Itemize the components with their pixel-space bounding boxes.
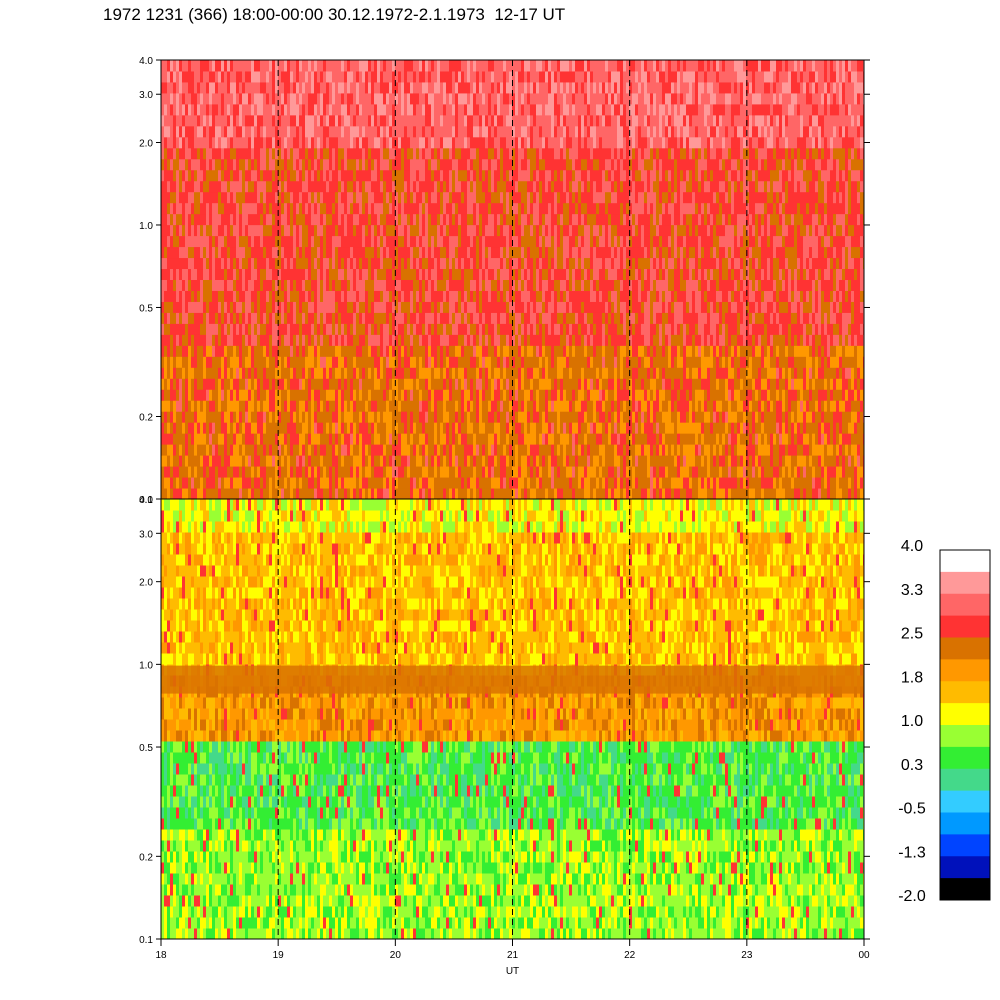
- x-tick-label: 23: [741, 950, 753, 961]
- chart-title: 1972 1231 (366) 18:00-00:00 30.12.1972-2…: [103, 5, 566, 24]
- x-tick-label: 19: [273, 950, 285, 961]
- colorbar-label: 1.8: [901, 669, 923, 686]
- colorbar-label: 1.0: [901, 713, 923, 730]
- lower-spectrogram-panel: 4.0 3.0 2.0 1.0 0.5 0.2 0.1: [139, 495, 870, 946]
- colorbar-swatch: [940, 637, 990, 660]
- y-tick-label: 2.0: [139, 578, 153, 589]
- x-tick-label: 22: [624, 950, 636, 961]
- y-tick-label: 4.0: [139, 56, 153, 67]
- colorbar-swatch: [940, 856, 990, 879]
- y-tick-label: 0.5: [139, 743, 153, 754]
- x-tick-label: 18: [155, 950, 167, 961]
- y-tick-label: 1.0: [139, 660, 153, 671]
- y-tick-label: 0.2: [139, 413, 153, 424]
- y-tick-label: 3.0: [139, 529, 153, 540]
- x-tick-label: 00: [858, 950, 870, 961]
- colorbar-swatch: [940, 746, 990, 770]
- colorbar-label: -2.0: [898, 888, 926, 905]
- colorbar-swatch: [940, 834, 990, 857]
- x-tick-label: 20: [390, 950, 402, 961]
- axes-layer: 18 19 20 21 22 23 00 UT: [155, 939, 870, 977]
- colorbar-swatch: [940, 768, 990, 792]
- colorbar-label: 0.3: [901, 757, 923, 774]
- y-tick-label: 0.1: [139, 495, 153, 506]
- colorbar-swatch: [940, 615, 990, 638]
- x-axis-label: UT: [506, 966, 519, 977]
- colorbar-swatch: [940, 571, 990, 595]
- upper-spectrogram-panel: 4.0 3.0 2.0 1.0 0.5 0.2 0.1: [139, 56, 870, 506]
- y-tick-label: 4.0: [139, 495, 153, 506]
- spectrogram-image: [161, 60, 864, 499]
- colorbar-swatch: [940, 659, 990, 682]
- y-tick-label: 3.0: [139, 90, 153, 101]
- colorbar-swatch: [940, 593, 990, 617]
- colorbar-label: 2.5: [901, 626, 923, 643]
- colorbar-swatch: [940, 725, 990, 748]
- colorbar-label: -0.5: [898, 801, 926, 818]
- y-tick-label: 0.1: [139, 935, 153, 946]
- y-tick-label: 0.5: [139, 303, 153, 314]
- colorbar-label: 4.0: [901, 538, 923, 555]
- y-tick-label: 1.0: [139, 221, 153, 232]
- spectrogram-image: [161, 499, 864, 939]
- colorbar-legend: 4.0 3.3 2.5 1.8 1.0 0.3 -0.5 -1.3 -2.0: [898, 538, 991, 905]
- colorbar-label: -1.3: [898, 844, 926, 861]
- colorbar-swatch: [940, 812, 990, 835]
- colorbar-swatch: [940, 790, 990, 813]
- x-tick-label: 21: [507, 950, 519, 961]
- colorbar-swatch: [940, 878, 990, 901]
- y-tick-label: 2.0: [139, 138, 153, 149]
- colorbar-swatch: [940, 550, 990, 573]
- y-tick-label: 0.2: [139, 852, 153, 863]
- colorbar-swatch: [940, 681, 990, 704]
- colorbar-label: 3.3: [901, 582, 923, 599]
- colorbar-swatch: [940, 703, 990, 726]
